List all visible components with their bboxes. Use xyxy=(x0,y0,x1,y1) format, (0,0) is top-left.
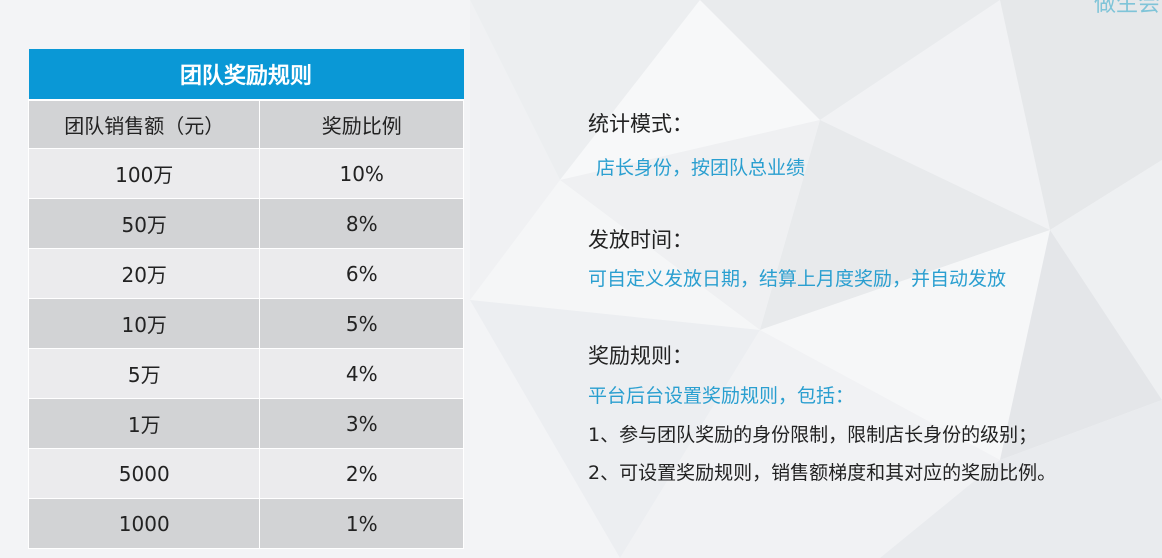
rule-item-2: 2、可设置奖励规则，销售额梯度和其对应的奖励比例。 xyxy=(588,462,1057,484)
ratio-cell: 10% xyxy=(259,148,464,199)
sales-cell: 100万 xyxy=(27,148,261,199)
table-row: 5000 2% xyxy=(27,448,464,499)
sales-cell: 5000 xyxy=(27,448,261,499)
sales-cell: 10万 xyxy=(27,298,261,349)
corner-title-fragment: 做生会 xyxy=(1093,0,1160,17)
ratio-cell: 1% xyxy=(259,498,464,549)
mode-text: 店长身份，按团队总业绩 xyxy=(596,157,806,179)
ratio-cell: 6% xyxy=(259,248,464,299)
time-heading: 发放时间： xyxy=(588,228,693,252)
table-row: 50万 8% xyxy=(27,198,464,249)
table-row: 1000 1% xyxy=(27,498,464,549)
ratio-cell: 8% xyxy=(259,198,464,249)
table-row: 1万 3% xyxy=(27,398,464,449)
table-title: 团队奖励规则 xyxy=(28,49,464,101)
sales-cell: 20万 xyxy=(27,248,261,299)
rule-intro: 平台后台设置奖励规则，包括： xyxy=(588,385,855,407)
table-row: 100万 10% xyxy=(27,148,464,199)
table-row: 5万 4% xyxy=(27,348,464,399)
column-header-ratio: 奖励比例 xyxy=(259,99,464,149)
sales-cell: 1000 xyxy=(27,498,261,549)
ratio-cell: 5% xyxy=(259,298,464,349)
sales-cell: 50万 xyxy=(27,198,261,249)
table-row: 20万 6% xyxy=(27,248,464,299)
mode-heading: 统计模式： xyxy=(588,112,693,136)
ratio-cell: 2% xyxy=(259,448,464,499)
time-text: 可自定义发放日期，结算上月度奖励，并自动发放 xyxy=(588,268,1007,290)
ratio-cell: 3% xyxy=(259,398,464,449)
rule-item-1: 1、参与团队奖励的身份限制，限制店长身份的级别； xyxy=(588,424,1038,446)
sales-cell: 1万 xyxy=(27,398,261,449)
rule-heading: 奖励规则： xyxy=(588,344,693,368)
ratio-cell: 4% xyxy=(259,348,464,399)
column-header-sales: 团队销售额（元） xyxy=(27,99,261,149)
team-reward-table: 团队奖励规则 团队销售额（元） 奖励比例 100万 10% 50万 8% 20万… xyxy=(27,49,464,549)
table-row: 10万 5% xyxy=(27,298,464,349)
sales-cell: 5万 xyxy=(27,348,261,399)
